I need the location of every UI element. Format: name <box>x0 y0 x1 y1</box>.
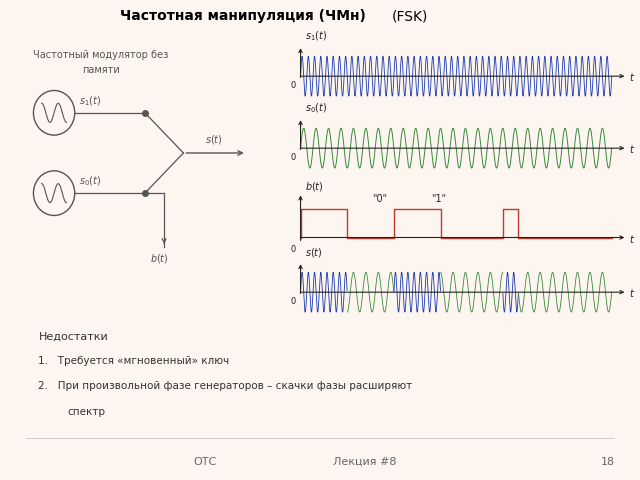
Text: 18: 18 <box>601 457 615 467</box>
Text: 0: 0 <box>291 153 296 162</box>
Text: $t$: $t$ <box>629 71 635 83</box>
Text: $b(t)$: $b(t)$ <box>305 180 324 192</box>
Text: $t$: $t$ <box>629 287 635 299</box>
Text: памяти: памяти <box>82 65 120 75</box>
Text: $t$: $t$ <box>629 143 635 155</box>
Text: "1": "1" <box>431 194 446 204</box>
Text: $s_1(t)$: $s_1(t)$ <box>305 30 328 43</box>
Text: $t$: $t$ <box>629 233 635 245</box>
Text: Частотная манипуляция (ЧМн): Частотная манипуляция (ЧМн) <box>120 9 366 23</box>
Text: спектр: спектр <box>67 407 105 417</box>
Text: $s_0(t)$: $s_0(t)$ <box>305 102 328 115</box>
Text: (FSK): (FSK) <box>392 9 428 23</box>
Text: 1.   Требуется «мгновенный» ключ: 1. Требуется «мгновенный» ключ <box>38 356 230 366</box>
Text: 0: 0 <box>291 245 296 254</box>
Text: 2.   При произвольной фазе генераторов – скачки фазы расширяют: 2. При произвольной фазе генераторов – с… <box>38 381 413 391</box>
Text: $b(t)$: $b(t)$ <box>150 252 169 265</box>
Text: 0: 0 <box>291 297 296 306</box>
Text: 0: 0 <box>291 81 296 90</box>
Text: $s(t)$: $s(t)$ <box>305 246 323 259</box>
Text: ОТС: ОТС <box>193 457 216 467</box>
Text: $s_1(t)$: $s_1(t)$ <box>79 94 101 108</box>
Text: Частотный модулятор без: Частотный модулятор без <box>33 50 168 60</box>
Text: $s(t)$: $s(t)$ <box>205 133 223 146</box>
Text: Лекция #8: Лекция #8 <box>333 457 397 467</box>
Text: "0": "0" <box>372 194 387 204</box>
Text: Недостатки: Недостатки <box>38 332 108 342</box>
Text: $s_0(t)$: $s_0(t)$ <box>79 174 101 188</box>
